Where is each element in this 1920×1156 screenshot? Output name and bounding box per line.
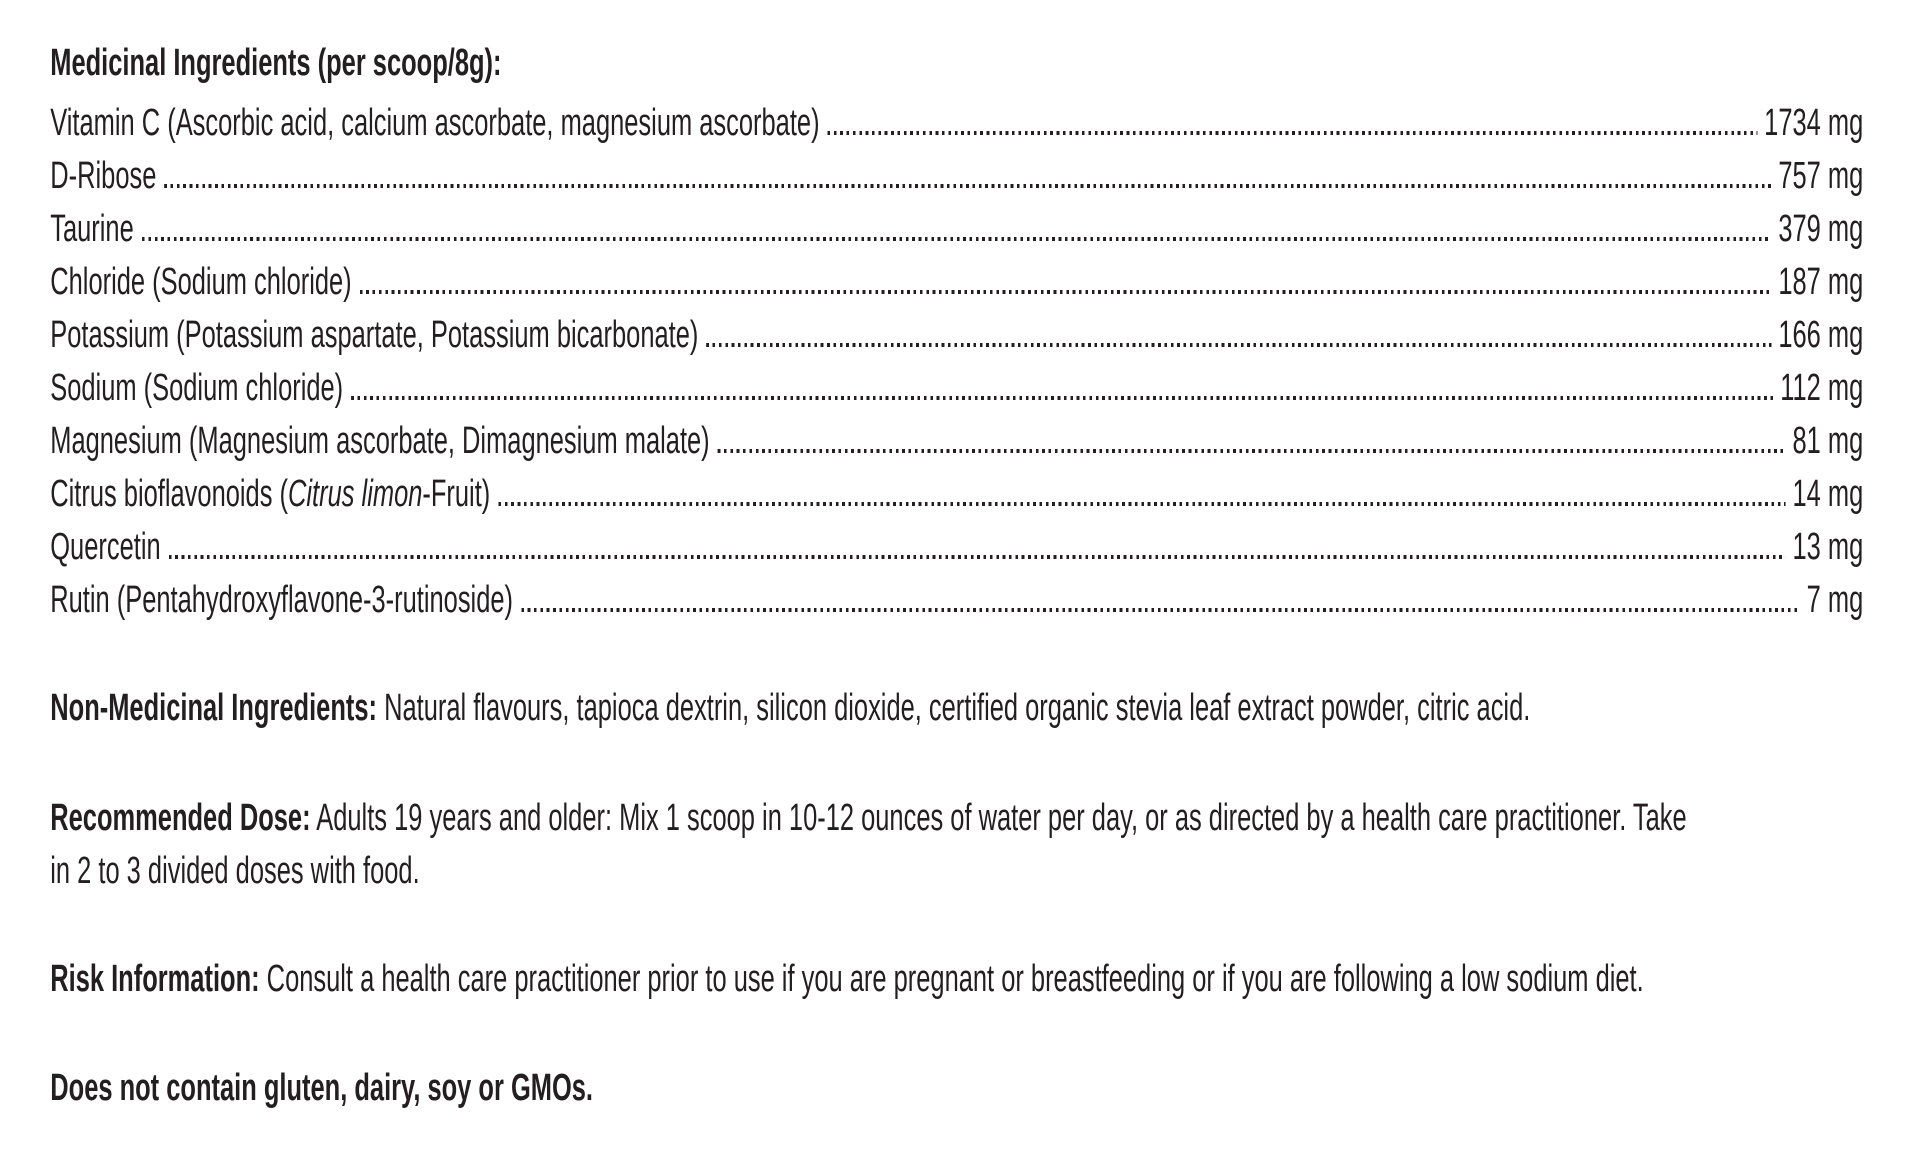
ingredient-name: Chloride (Sodium chloride) [50, 261, 352, 303]
dot-leader [164, 184, 1772, 188]
ingredient-row-potassium: Potassium (Potassium aspartate, Potassiu… [50, 309, 1863, 362]
ingredient-name: Sodium (Sodium chloride) [50, 367, 344, 409]
ingredient-name: D-Ribose [50, 155, 157, 197]
ingredient-row-taurine: Taurine 379 mg [50, 203, 1863, 256]
non-medicinal-label: Non-Medicinal Ingredients: [50, 687, 378, 729]
ingredient-row-magnesium: Magnesium (Magnesium ascorbate, Dimagnes… [50, 415, 1863, 468]
ingredient-row-chloride: Chloride (Sodium chloride) 187 mg [50, 256, 1863, 309]
recommended-dose-label: Recommended Dose: [50, 797, 311, 839]
dot-leader [359, 290, 1772, 294]
does-not-contain-text: Does not contain gluten, dairy, soy or G… [50, 1067, 593, 1109]
non-medicinal-ingredients-section: Non-Medicinal Ingredients: Natural flavo… [50, 682, 1863, 735]
risk-information-section: Risk Information: Consult a health care … [50, 953, 1863, 1006]
latin-name-italic: Citrus limon [287, 473, 423, 515]
ingredient-amount: 112 mg [1780, 367, 1864, 409]
ingredient-amount: 1734 mg [1764, 102, 1864, 144]
risk-information-label: Risk Information: [50, 958, 260, 1000]
dot-leader [706, 343, 1772, 347]
medicinal-ingredients-heading: Medicinal Ingredients (per scoop/8g): [50, 42, 502, 84]
dot-leader [141, 237, 1772, 241]
ingredient-amount: 166 mg [1778, 314, 1864, 356]
ingredient-row-d-ribose: D-Ribose 757 mg [50, 150, 1863, 203]
dot-leader [521, 608, 1800, 612]
dot-leader [498, 502, 1786, 506]
ingredient-row-quercetin: Quercetin 13 mg [50, 521, 1863, 574]
dot-leader [351, 396, 1774, 400]
ingredient-name: Magnesium (Magnesium ascorbate, Dimagnes… [50, 420, 710, 462]
ingredient-amount: 757 mg [1778, 155, 1864, 197]
recommended-dose-line-2: in 2 to 3 divided doses with food. [50, 850, 420, 892]
ingredient-amount: 13 mg [1792, 526, 1864, 568]
dot-leader [717, 449, 1786, 453]
ingredient-amount: 81 mg [1792, 420, 1864, 462]
dot-leader [827, 131, 1758, 135]
ingredient-name: Potassium (Potassium aspartate, Potassiu… [50, 314, 699, 356]
ingredient-name: Vitamin C (Ascorbic acid, calcium ascorb… [50, 102, 820, 144]
risk-information-text: Consult a health care practitioner prior… [266, 958, 1644, 1000]
recommended-dose-line-1: Adults 19 years and older: Mix 1 scoop i… [316, 797, 1687, 839]
ingredient-amount: 14 mg [1792, 473, 1864, 515]
ingredient-row-vitamin-c: Vitamin C (Ascorbic acid, calcium ascorb… [50, 97, 1863, 150]
ingredient-row-sodium: Sodium (Sodium chloride) 112 mg [50, 362, 1863, 415]
ingredient-name: Rutin (Pentahydroxyflavone-3-rutinoside) [50, 579, 514, 621]
medicinal-ingredients-list: Vitamin C (Ascorbic acid, calcium ascorb… [50, 97, 1863, 627]
ingredient-name: Quercetin [50, 526, 161, 568]
ingredient-amount: 379 mg [1778, 208, 1864, 250]
ingredient-amount: 7 mg [1806, 579, 1864, 621]
dot-leader [168, 555, 1786, 559]
recommended-dose-section: Recommended Dose: Adults 19 years and ol… [50, 792, 1863, 898]
ingredient-row-citrus-bioflavonoids: Citrus bioflavonoids (Citrus limon-Fruit… [50, 468, 1863, 521]
ingredient-name: Citrus bioflavonoids (Citrus limon-Fruit… [50, 473, 491, 515]
non-medicinal-text: Natural flavours, tapioca dextrin, silic… [384, 687, 1531, 729]
ingredient-amount: 187 mg [1778, 261, 1864, 303]
does-not-contain-statement: Does not contain gluten, dairy, soy or G… [50, 1062, 1863, 1115]
ingredient-name: Taurine [50, 208, 134, 250]
ingredient-row-rutin: Rutin (Pentahydroxyflavone-3-rutinoside)… [50, 574, 1863, 627]
